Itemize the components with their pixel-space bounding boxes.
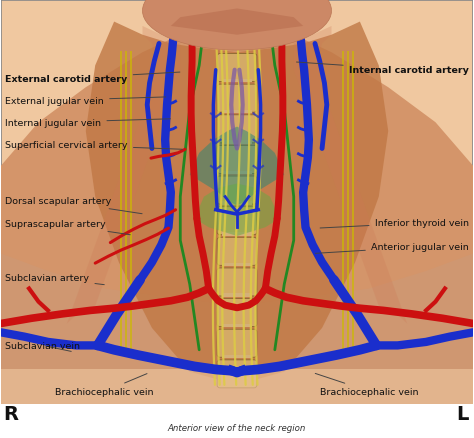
Text: Dorsal scapular artery: Dorsal scapular artery [5, 197, 142, 214]
FancyBboxPatch shape [217, 360, 257, 388]
Text: Superficial cervical artery: Superficial cervical artery [5, 141, 182, 150]
FancyBboxPatch shape [222, 202, 252, 205]
Ellipse shape [143, 0, 331, 51]
Text: Subclavian artery: Subclavian artery [5, 273, 104, 285]
FancyBboxPatch shape [222, 80, 252, 83]
Polygon shape [0, 18, 474, 437]
FancyBboxPatch shape [222, 171, 252, 175]
FancyBboxPatch shape [222, 324, 252, 328]
Polygon shape [67, 27, 180, 324]
Polygon shape [0, 254, 237, 437]
Text: Subclavian vein: Subclavian vein [5, 341, 81, 352]
Text: R: R [4, 404, 18, 423]
FancyBboxPatch shape [0, 370, 474, 405]
Polygon shape [194, 184, 280, 237]
FancyBboxPatch shape [217, 116, 257, 144]
Text: L: L [457, 404, 469, 423]
Polygon shape [171, 10, 303, 35]
Text: Anterior view of the neck region: Anterior view of the neck region [168, 423, 306, 432]
FancyBboxPatch shape [222, 355, 252, 358]
FancyBboxPatch shape [222, 233, 252, 236]
Text: Brachiocephalic vein: Brachiocephalic vein [315, 374, 419, 396]
FancyBboxPatch shape [217, 54, 257, 82]
FancyBboxPatch shape [217, 329, 257, 357]
Text: Internal carotid artery: Internal carotid artery [296, 63, 469, 75]
Text: External jugular vein: External jugular vein [5, 97, 166, 106]
FancyBboxPatch shape [217, 146, 257, 174]
FancyBboxPatch shape [0, 405, 474, 437]
FancyBboxPatch shape [222, 110, 252, 114]
Text: Anterior jugular vein: Anterior jugular vein [315, 243, 469, 254]
Polygon shape [190, 127, 284, 206]
FancyBboxPatch shape [222, 263, 252, 267]
FancyBboxPatch shape [217, 299, 257, 327]
Text: Internal jugular vein: Internal jugular vein [5, 118, 171, 127]
Text: External carotid artery: External carotid artery [5, 73, 180, 84]
Text: Suprascapular artery: Suprascapular artery [5, 220, 130, 235]
Polygon shape [294, 27, 407, 324]
FancyBboxPatch shape [217, 268, 257, 296]
FancyBboxPatch shape [217, 238, 257, 266]
FancyBboxPatch shape [217, 85, 257, 113]
FancyBboxPatch shape [222, 141, 252, 145]
Polygon shape [86, 22, 388, 385]
Text: Brachiocephalic vein: Brachiocephalic vein [55, 374, 154, 396]
FancyBboxPatch shape [217, 177, 257, 205]
FancyBboxPatch shape [217, 207, 257, 235]
Text: Inferior thyroid vein: Inferior thyroid vein [320, 219, 469, 229]
FancyBboxPatch shape [222, 293, 252, 297]
Polygon shape [237, 254, 474, 437]
